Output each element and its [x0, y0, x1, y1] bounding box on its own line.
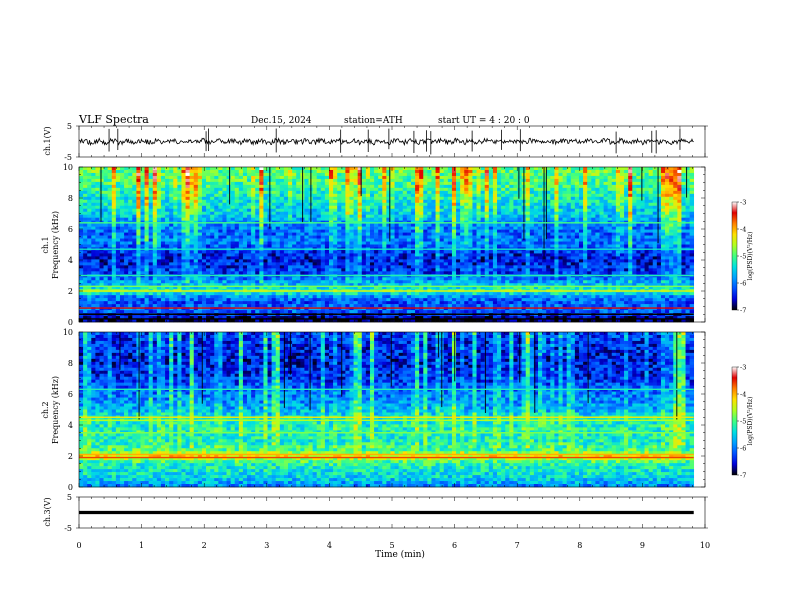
ch2-ytick-3: 6: [68, 390, 73, 399]
ch1-waveform-trace: [78, 137, 694, 147]
ch2-colorbar-tick-3: -6: [740, 445, 746, 453]
ch2-ytick-5: 10: [63, 328, 73, 337]
ch1-ticks: [76, 125, 708, 158]
ch1-colorbar-label: log(PSD)(V²/Hz): [747, 232, 754, 281]
ch1-panel: 5 -5 ch.1(V): [43, 122, 708, 162]
time-axis: 0 1 2 3 4 5 6 7 8 9 10: [76, 541, 710, 550]
ch1-ytick-top: 5: [67, 122, 72, 131]
ch1-ylabel: ch.1(V): [43, 126, 52, 155]
ch2-ytick-1: 2: [68, 452, 73, 461]
ch1-spikes: [108, 128, 681, 155]
ch2-spectrogram-image: [79, 332, 695, 488]
ch2-ytick-2: 4: [68, 421, 73, 430]
time-tick-6: 6: [452, 541, 457, 550]
ch3-ytick-bottom: -5: [64, 524, 72, 533]
time-tick-0: 0: [76, 541, 81, 550]
time-tick-5: 5: [389, 541, 394, 550]
time-tick-7: 7: [515, 541, 520, 550]
ch1-ytick-3: 6: [68, 225, 73, 234]
ch2-colorbar-swatch: [731, 366, 738, 476]
ch3-panel: 5 -5 ch.3(V): [43, 493, 708, 533]
ch1-spectrogram-panel: 0 2 4 6 8 10 ch.1 Frequency (kHz): [41, 163, 706, 327]
ch1-colorbar-tick-1: -4: [740, 226, 746, 234]
ch1-ytick-1: 2: [68, 287, 73, 296]
ch1-ytick-0: 0: [68, 318, 73, 327]
ch3-ytick-top: 5: [67, 493, 72, 502]
ch2-colorbar-label: log(PSD)(V²/Hz): [747, 397, 754, 446]
ch3-ticks: [76, 496, 708, 529]
ch1-ytick-2: 4: [68, 256, 73, 265]
ch2-ylabel-frequency: Frequency (kHz): [51, 376, 60, 444]
station-label: station=ATH: [344, 116, 403, 126]
ch1-ytick-4: 8: [68, 194, 73, 203]
ch2-spectrogram-panel: 0 2 4 6 8 10 ch.2 Frequency (kHz): [41, 328, 706, 492]
ch2-colorbar-tick-1: -4: [740, 391, 746, 399]
ch3-ylabel: ch.3(V): [43, 497, 52, 526]
ch1-ytick-bottom: -5: [64, 153, 72, 162]
ch1-spectrogram-ticks: 0 2 4 6 8 10: [63, 163, 706, 327]
start-time-label: start UT = 4 : 20 : 0: [438, 116, 530, 126]
ch1-colorbar: -3 -4 -5 -6 -7 log(PSD)(V²/Hz): [731, 199, 754, 315]
ch1-colorbar-tick-4: -7: [740, 307, 746, 315]
ch1-colorbar-tick-3: -6: [740, 280, 746, 288]
date-label: Dec.15, 2024: [251, 116, 312, 126]
time-tick-3: 3: [264, 541, 269, 550]
ch1-ytick-5: 10: [63, 163, 73, 172]
ch1-colorbar-tick-0: -3: [740, 199, 746, 207]
time-tick-4: 4: [327, 541, 332, 550]
ch2-ytick-4: 8: [68, 359, 73, 368]
ch1-colorbar-tick-2: -5: [740, 253, 746, 261]
time-tick-2: 2: [202, 541, 207, 550]
ch1-ylabel-channel: ch.1: [41, 236, 50, 253]
ch2-colorbar-tick-0: -3: [740, 364, 746, 372]
ch2-colorbar: -3 -4 -5 -6 -7 log(PSD)(V²/Hz): [731, 364, 754, 480]
ch1-ylabel-frequency: Frequency (kHz): [51, 211, 60, 279]
time-tick-10: 10: [700, 541, 710, 550]
ch2-ytick-0: 0: [68, 483, 73, 492]
time-axis-label: Time (min): [375, 549, 425, 560]
ch2-colorbar-tick-4: -7: [740, 472, 746, 480]
ch1-colorbar-swatch: [731, 201, 738, 311]
figure-title: VLF Spectra: [78, 113, 149, 126]
ch1-spectrogram-image: [79, 167, 695, 323]
ch2-ylabel-channel: ch.2: [41, 401, 50, 418]
time-tick-1: 1: [139, 541, 144, 550]
time-tick-8: 8: [577, 541, 582, 550]
ch2-spectrogram-ticks: 0 2 4 6 8 10: [63, 328, 706, 492]
ch2-colorbar-tick-2: -5: [740, 418, 746, 426]
time-tick-9: 9: [640, 541, 645, 550]
